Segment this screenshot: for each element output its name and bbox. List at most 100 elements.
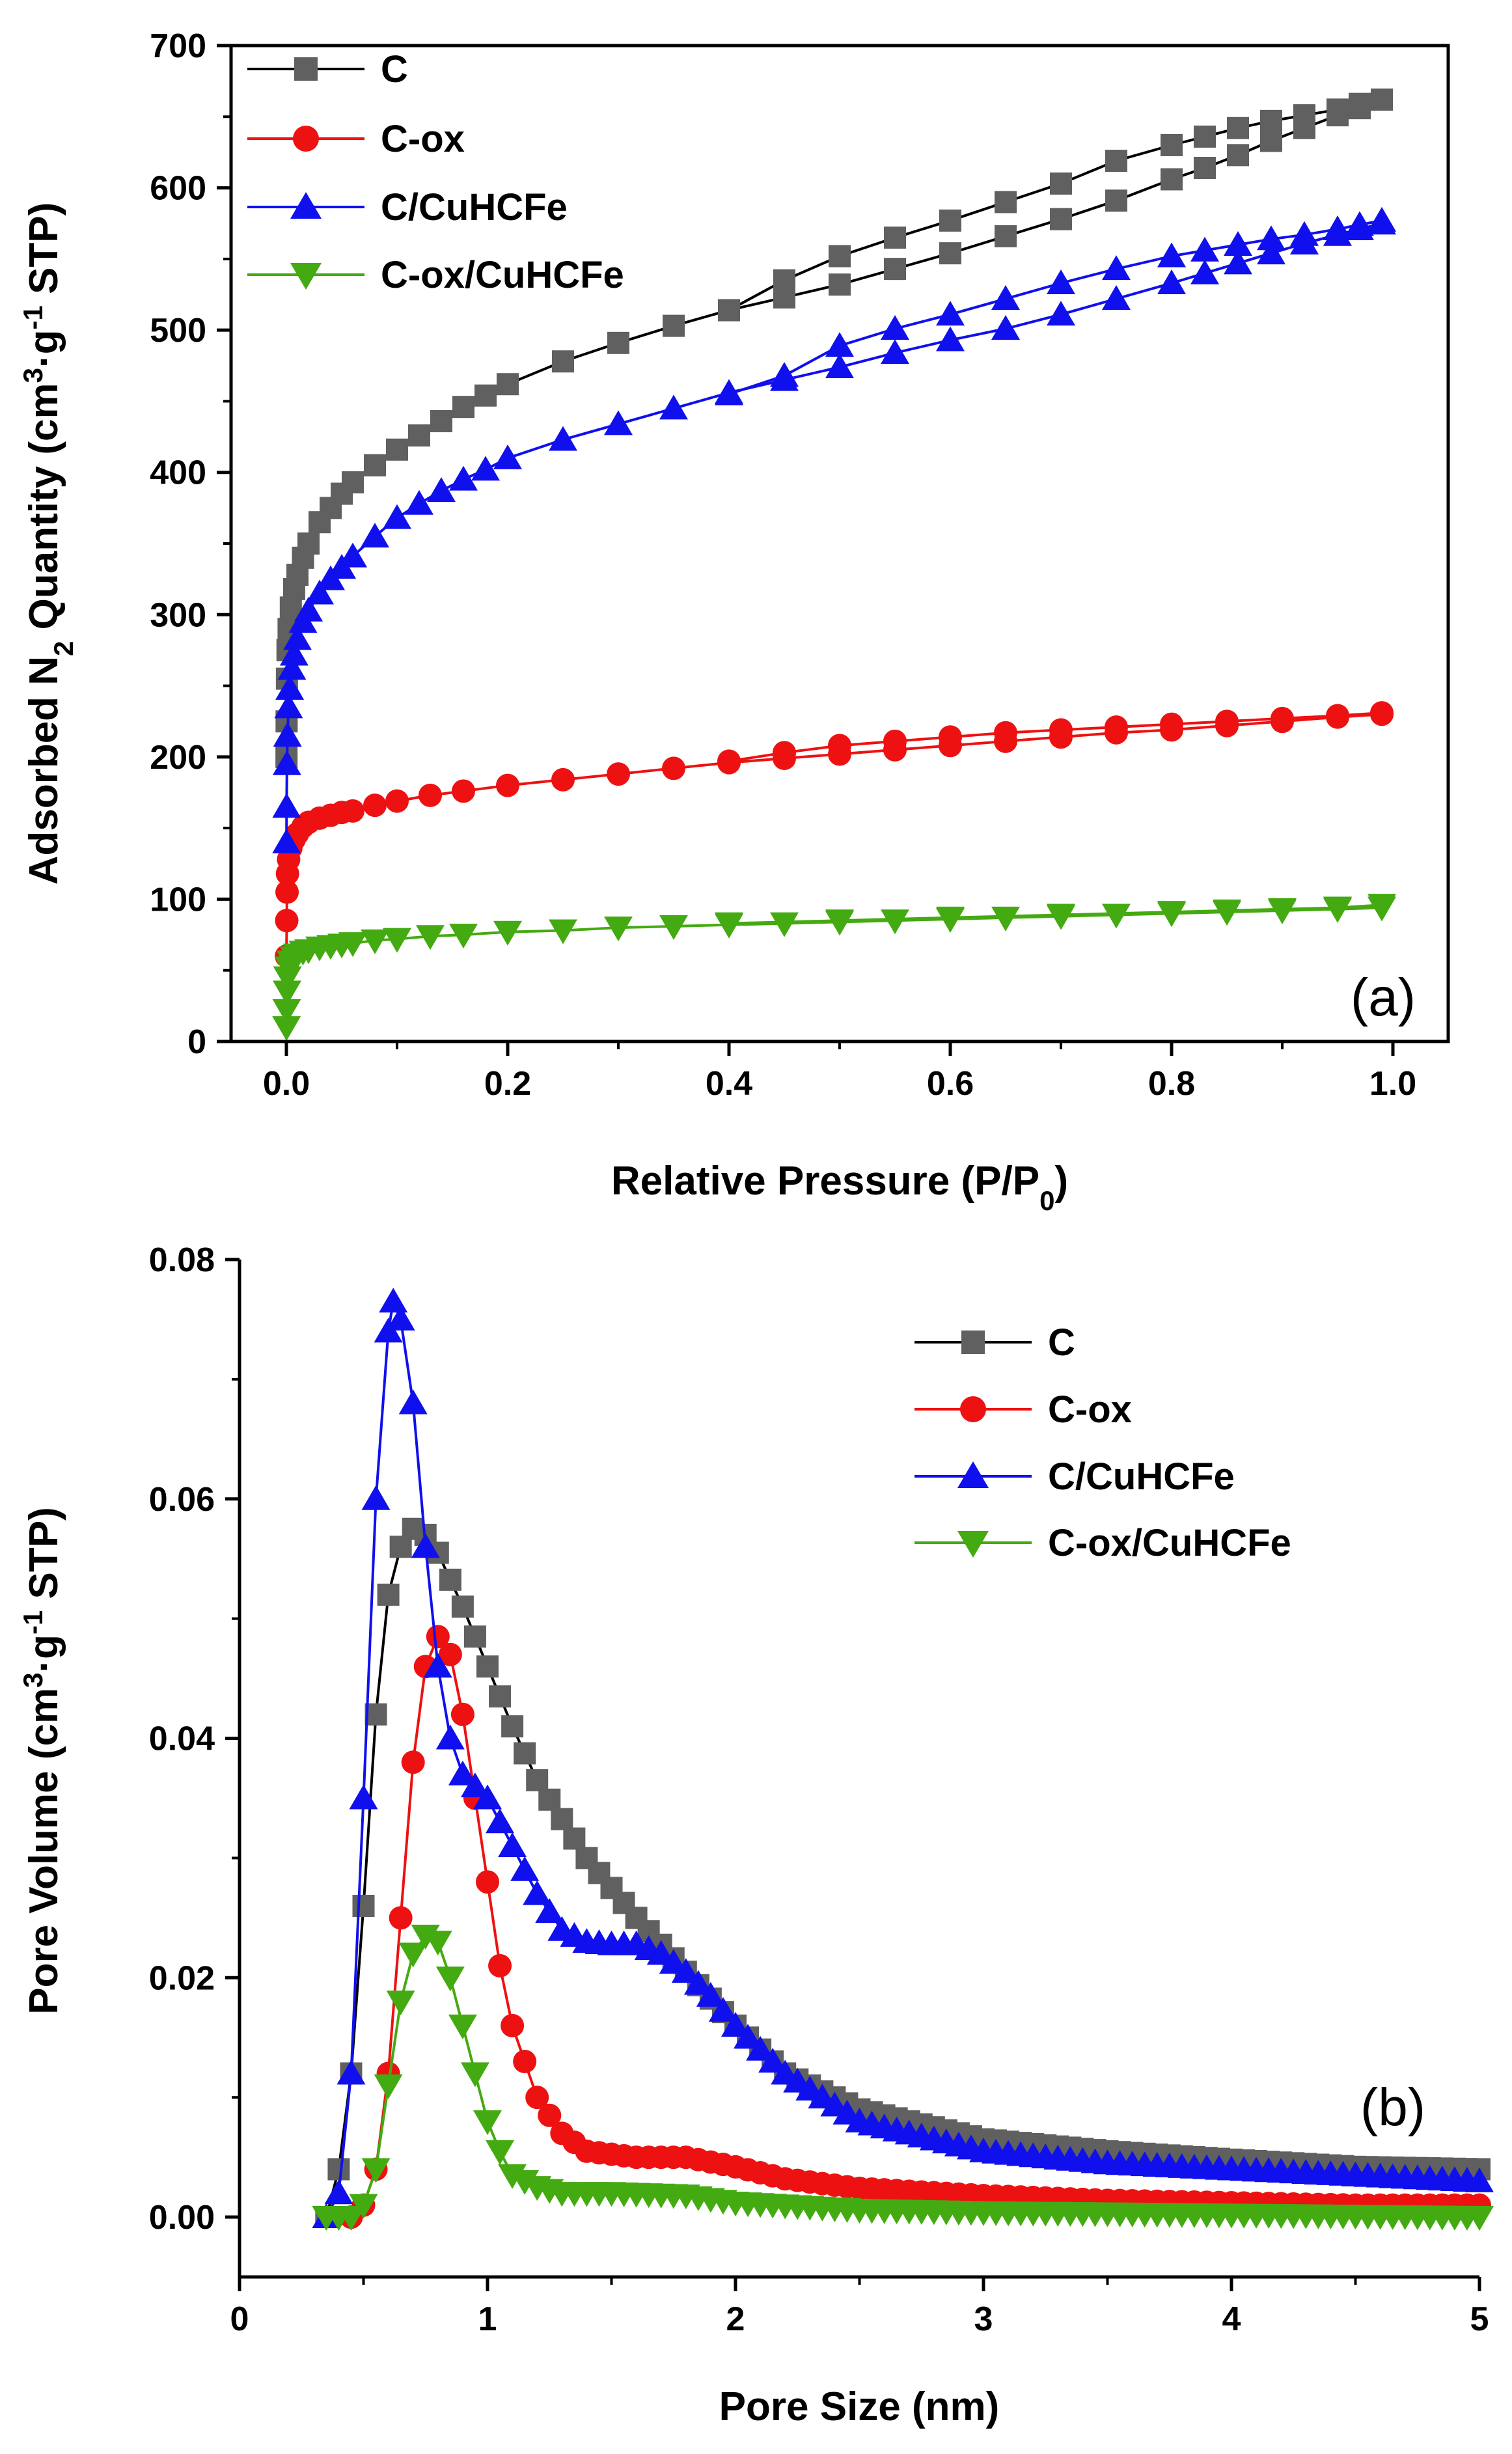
- panel-b-series-c-cuhcfe-point: [386, 1305, 415, 1330]
- panel-a-series-c-ox-cuhcfe-desorption-point: [1213, 899, 1241, 924]
- panel-a-series-c-cuhcfe-adsorption-point: [881, 339, 909, 365]
- panel-a-series-c-desorption-point: [718, 299, 740, 322]
- panel-a-series-c-cuhcfe-adsorption-point: [1102, 285, 1131, 310]
- panel-a-series-c-ox-desorption-point: [1105, 715, 1128, 739]
- panel-a-series-c-adsorption-point: [1050, 208, 1072, 230]
- panel-a-y-tick-label: 100: [150, 881, 206, 918]
- panel-a-series-c-ox-adsorption-point: [363, 793, 387, 818]
- panel-a-series-c-cuhcfe-desorption-point: [1257, 225, 1285, 251]
- panel-a-series-c-cuhcfe-adsorption-point: [1190, 259, 1219, 284]
- panel-b-x-ticks: 0 1 2 3 4 5: [230, 2277, 1489, 2338]
- panel-b-series-c-point: [526, 1769, 549, 1791]
- panel-b-x-tick-label: 0: [230, 2300, 249, 2338]
- panel-b-series-c-ox-point: [401, 1750, 425, 1774]
- panel-a-y-axis-label: Adsorbed N2 Quantity (cm3·g-1 STP): [18, 202, 79, 885]
- panel-b-series-c-cuhcfe-point: [361, 1485, 391, 1510]
- panel-a-series-c-ox-cuhcfe-adsorption-point: [273, 980, 302, 1006]
- panel-a-series-c-ox-desorption-point: [1215, 710, 1239, 734]
- panel-a-series-c-cuhcfe-desorption-point: [1290, 221, 1319, 246]
- svg-text:C/CuHCFe: C/CuHCFe: [381, 186, 568, 228]
- panel-a-series-c-ox-adsorption-point: [496, 773, 519, 797]
- panel-a-series-c-ox-cuhcfe-desorption-point: [936, 906, 965, 931]
- panel-b-series-c-cuhcfe-point: [734, 2024, 763, 2049]
- panel-a-series-c-cuhcfe-adsorption-point: [604, 410, 633, 435]
- panel-a-series-c-ox-cuhcfe-adsorption-point: [493, 920, 522, 946]
- panel-b-y-axis-label: Pore Volume (cm3·g-1 STP): [18, 1507, 67, 2015]
- panel-b-series-c-point: [538, 1788, 561, 1811]
- panel-a-series-c-desorption-point: [1293, 104, 1315, 127]
- panel-a-series-c-ox-desorption-point: [1370, 701, 1394, 725]
- panel-a-series-c-ox-desorption-point: [828, 734, 851, 758]
- panel-b-series-c-cuhcfe-point: [486, 1808, 515, 1834]
- panel-a-series-c-cuhcfe-adsorption-point: [659, 394, 688, 420]
- panel-b-series-c-point: [377, 1583, 400, 1606]
- panel-a-series-c-ox-cuhcfe-adsorption-point: [449, 924, 478, 949]
- panel-a-series-c-ox-cuhcfe-desorption-point: [1368, 894, 1396, 919]
- panel-b-series-c-point: [514, 1742, 536, 1765]
- panel-a-series-c-desorption-line: [728, 98, 1382, 312]
- panel-a-series-c-cuhcfe-desorption-point: [825, 332, 854, 357]
- panel-a-series-c-cuhcfe-desorption-point: [1323, 215, 1352, 240]
- panel-b-series-c-point: [451, 1595, 474, 1618]
- panel-b-x-tick-label: 3: [974, 2300, 993, 2338]
- panel-a-series-c-adsorption-point: [1260, 130, 1282, 152]
- panel-a-series-c-cuhcfe-desorption-point: [1102, 255, 1131, 281]
- panel-a-series-c-adsorption-point: [1227, 144, 1249, 167]
- panel-b-series-c-cuhcfe-point: [671, 1958, 700, 1983]
- panel-b-legend: C C-ox C/CuHCFe C-ox/CuHCFe: [914, 1321, 1291, 1564]
- panel-b-series-c-ox-point: [501, 2013, 525, 2037]
- svg-text:C/CuHCFe: C/CuHCFe: [1048, 1455, 1235, 1498]
- panel-a-series-c-desorption-point: [1161, 134, 1183, 156]
- panel-a-series-c-ox-cuhcfe-adsorption-point: [991, 906, 1020, 931]
- panel-a-series-c-ox-cuhcfe-desorption-point: [1323, 896, 1352, 922]
- panel-b-series-c-cuhcfe-point: [498, 1832, 527, 1858]
- panel-a-series-c-cuhcfe-adsorption-point: [1157, 269, 1186, 295]
- panel-a-series-c-desorption-point: [1326, 98, 1349, 121]
- panel-a-x-tick-label: 0.6: [927, 1065, 974, 1103]
- panel-a-series-c-ox-desorption-point: [717, 749, 741, 773]
- panel-a-series-c-desorption-point: [1105, 150, 1127, 172]
- panel-b-series-c-cuhcfe: [312, 1288, 1494, 2229]
- panel-a-series-c-ox-cuhcfe-adsorption-point: [383, 928, 411, 953]
- panel-a-series-c-cuhcfe-desorption-point: [1157, 242, 1186, 268]
- panel-a-series-c-cuhcfe-adsorption-point: [1224, 249, 1252, 275]
- panel-a-x-tick-label: 0.4: [706, 1065, 752, 1103]
- panel-b-series-c-ox-point: [426, 1625, 450, 1649]
- panel-a-series-c-adsorption-point: [297, 532, 320, 555]
- panel-a-series-c-ox-cuhcfe: [272, 894, 1396, 1041]
- panel-a-series-c-adsorption-point: [663, 314, 685, 337]
- panel-a-series-c-ox-adsorption-point: [275, 909, 299, 933]
- panel-a-series-c-ox-adsorption-point: [341, 799, 364, 823]
- panel-b-series-c-cuhcfe-point: [721, 2011, 750, 2037]
- svg-text:C-ox/CuHCFe: C-ox/CuHCFe: [1048, 1522, 1291, 1564]
- panel-b-x-tick-label: 2: [726, 2300, 745, 2338]
- panel-b-series-c-cuhcfe-point: [460, 1772, 489, 1798]
- panel-a-series-c-ox-cuhcfe-desorption-point: [825, 909, 854, 935]
- panel-a-series-c-adsorption-point: [1194, 156, 1216, 179]
- panel-a-y-tick-label: 0: [187, 1023, 206, 1061]
- panel-a-y-tick-label: 400: [150, 454, 206, 492]
- panel-a-series-c-ox-desorption-point: [1049, 718, 1073, 742]
- panel-a-y-tick-label: 600: [150, 170, 206, 208]
- panel-b-y-tick-label: 0.04: [149, 1720, 215, 1758]
- panel-b-series-layer: [312, 1288, 1494, 2231]
- panel-a-series-c-adsorption-point: [408, 424, 430, 447]
- panel-a-series-c-cuhcfe-desorption-point: [1224, 231, 1252, 256]
- panel-b-series-c-ox-cuhcfe-point: [460, 2062, 489, 2088]
- panel-a-series-c-adsorption-point: [939, 242, 961, 265]
- panel-a-series-c-cuhcfe-adsorption-point: [273, 722, 302, 747]
- legend-a-item-c-ox-cuhcfe: C-ox/CuHCFe: [247, 254, 624, 296]
- panel-a-series-c-cuhcfe-adsorption-point: [283, 625, 312, 650]
- panel-a-x-tick-label: 0.0: [263, 1065, 310, 1103]
- panel-a-series-c-ox-adsorption-point: [385, 789, 409, 813]
- panel-b-series-c-cuhcfe-point: [337, 2060, 366, 2085]
- panel-a-series-c-adsorption-point: [1105, 189, 1127, 212]
- panel-a-series-c-adsorption-point: [995, 225, 1017, 247]
- panel-a-series-layer: [272, 89, 1396, 1041]
- svg-text:C-ox: C-ox: [381, 118, 465, 160]
- panel-a-series-c-ox-cuhcfe-desorption-point: [1047, 903, 1075, 929]
- panel-b-series-c-ox-cuhcfe: [312, 1924, 1494, 2231]
- panel-a-series-c-cuhcfe-adsorption-point: [294, 596, 323, 622]
- panel-a-series-c-ox-adsorption-point: [419, 783, 442, 807]
- panel-a-legend: C C-ox C/CuHCFe C-ox/CuHCFe: [247, 48, 624, 296]
